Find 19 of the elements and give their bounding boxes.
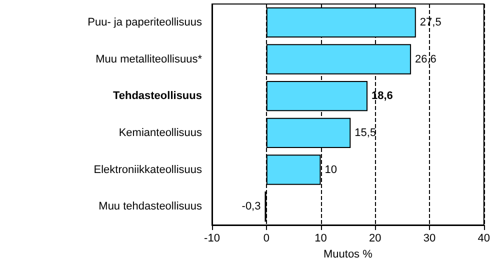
y-tick-label: Tehdasteollisuus (112, 90, 202, 102)
y-tick-label: Puu- ja paperiteollisuus (88, 16, 202, 28)
data-label: 10 (324, 164, 338, 176)
x-tick-label: 30 (423, 232, 436, 244)
x-axis-title: Muutos % (323, 248, 373, 260)
x-tick-label: 10 (314, 232, 327, 244)
x-tick-label: 20 (369, 232, 382, 244)
y-tick-label: Kemianteollisuus (118, 126, 202, 139)
y-tick-label: Elektroniikkateollisuus (94, 164, 202, 176)
data-label: -0,3 (242, 200, 261, 213)
x-tick-label: -10 (204, 232, 220, 244)
data-label: 15,5 (354, 126, 376, 139)
y-tick-label: Muu metalliteollisuus* (96, 53, 203, 66)
y-tick-label: Muu tehdasteollisuus (98, 200, 202, 213)
x-tick-label: 40 (478, 232, 490, 244)
data-label: 18,6 (372, 90, 393, 102)
data-label: 27,5 (420, 16, 442, 28)
x-tick-label: 0 (263, 232, 270, 244)
data-label: 26,6 (415, 53, 436, 66)
